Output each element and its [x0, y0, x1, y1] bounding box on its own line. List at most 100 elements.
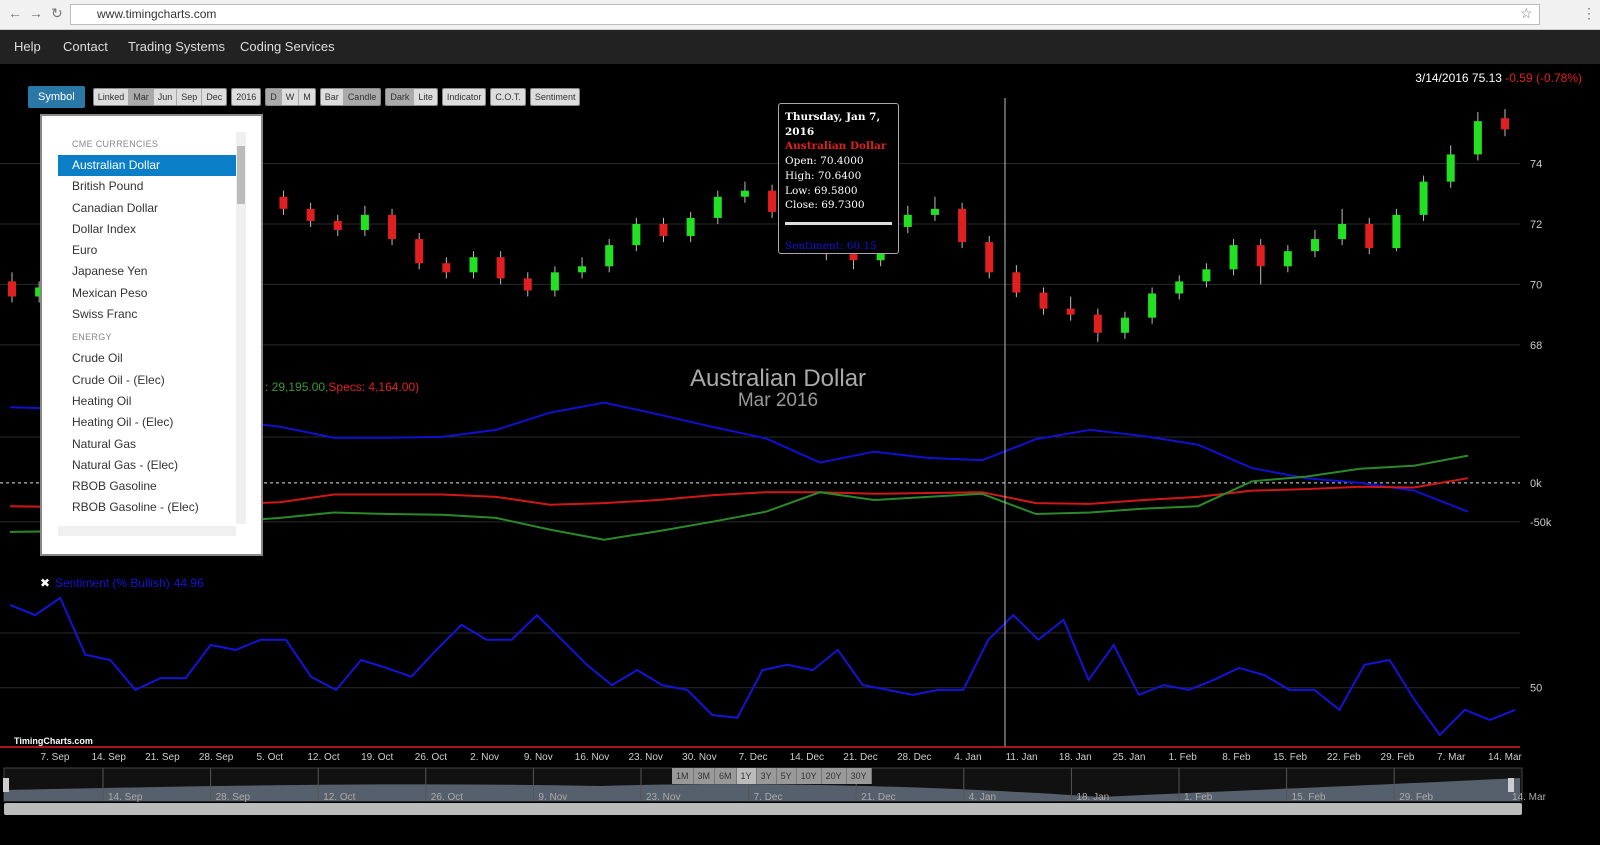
x-tick-label: 21. Dec: [843, 752, 877, 763]
symbol-item[interactable]: Japanese Yen: [72, 264, 148, 279]
candle-body: [578, 266, 587, 273]
toolbar-button[interactable]: C.O.T.: [491, 89, 525, 105]
symbol-button[interactable]: Symbol: [28, 86, 85, 108]
toolbar-button[interactable]: Indicator: [442, 89, 486, 105]
y-tick-label: 72: [1530, 219, 1542, 231]
back-button[interactable]: ←: [8, 5, 22, 21]
navigator-scrollbar[interactable]: [4, 803, 1522, 815]
candle-body: [1392, 214, 1401, 249]
candle-body: [903, 214, 912, 227]
x-tick-label: 18. Jan: [1059, 752, 1092, 763]
tooltip-line: Low: 69.5800: [785, 184, 858, 197]
range-button[interactable]: 30Y: [846, 768, 872, 784]
scrollbar[interactable]: [58, 526, 236, 536]
candle-body: [605, 245, 614, 267]
x-tick-label: 7. Sep: [41, 752, 70, 763]
toolbar-button[interactable]: D: [266, 89, 282, 105]
symbol-item[interactable]: Crude Oil: [72, 351, 123, 366]
x-tick-label: 7. Dec: [739, 752, 768, 763]
symbol-item[interactable]: Australian Dollar: [58, 155, 236, 177]
toolbar-button[interactable]: Bar: [320, 89, 344, 105]
sentiment-last: 44.96: [174, 576, 204, 590]
symbol-item[interactable]: RBOB Gasoline - (Elec): [72, 500, 199, 515]
candle-body: [930, 208, 939, 215]
candle-body: [550, 272, 559, 291]
tooltip-lines: Open: 70.4000 High: 70.6400 Low: 69.5800 Cl…: [785, 154, 892, 213]
scrollbar[interactable]: [236, 132, 246, 524]
toolbar-button[interactable]: Dark: [386, 89, 415, 105]
tooltip: Thursday, Jan 7, 2016 Australian Dollar …: [778, 103, 899, 254]
x-tick-label: 15. Feb: [1273, 752, 1307, 763]
range-button[interactable]: 20Y: [821, 768, 847, 784]
nav-link[interactable]: Coding Services: [240, 39, 335, 54]
year-select[interactable]: 2016: [232, 89, 261, 105]
navigator-label: 26. Oct: [431, 792, 463, 803]
toolbar-button[interactable]: Sep: [177, 89, 203, 105]
toolbar-button[interactable]: Dec: [202, 89, 227, 105]
browser-menu[interactable]: ⋮: [1582, 5, 1596, 21]
range-button[interactable]: 10Y: [796, 768, 822, 784]
forward-button[interactable]: →: [29, 5, 43, 21]
nav-link[interactable]: Contact: [63, 39, 108, 54]
nav-link[interactable]: Trading Systems: [128, 39, 226, 54]
toolbar-button[interactable]: Lite: [414, 89, 437, 105]
symbol-item[interactable]: Natural Gas: [72, 436, 137, 451]
button-group: Indicator: [441, 88, 487, 106]
toolbar-button[interactable]: Mar: [129, 89, 154, 105]
navigator-label: 14. Mar: [1512, 792, 1547, 803]
quote-change: -0.59 (-0.78%): [1505, 71, 1582, 85]
range-button[interactable]: 5Y: [776, 768, 797, 784]
address-bar[interactable]: www.timingcharts.com: [70, 4, 1540, 25]
range-button[interactable]: 1Y: [736, 768, 757, 784]
toolbar-button[interactable]: Candle: [343, 89, 381, 105]
symbol-item[interactable]: Dollar Index: [72, 221, 137, 236]
navigator-label: 14. Sep: [108, 792, 143, 803]
watermark-subtitle: Mar 2016: [738, 390, 818, 411]
scroll-thumb[interactable]: [237, 146, 245, 204]
toolbar-button[interactable]: M: [299, 89, 315, 105]
navigator-area: [4, 778, 1520, 801]
symbol-item[interactable]: Crude Oil - (Elec): [72, 372, 165, 387]
tooltip-line: Close: 69.7300: [785, 199, 865, 212]
symbol-item[interactable]: Heating Oil: [72, 393, 132, 408]
symbol-item[interactable]: Canadian Dollar: [72, 200, 159, 215]
x-tick-label: 29. Feb: [1381, 752, 1415, 763]
y-tick-label: 50: [1530, 683, 1542, 695]
reload-button[interactable]: ↻: [51, 5, 63, 21]
symbol-item[interactable]: Natural Gas - (Elec): [72, 457, 179, 472]
nav-link[interactable]: Help: [14, 39, 41, 54]
button-group: Linked Mar Jun Sep Dec: [92, 88, 228, 106]
navigator-label: 21. Dec: [861, 792, 895, 803]
symbol-dropdown: CME CURRENCIES Australian Dollar British P…: [40, 114, 263, 556]
range-button[interactable]: 6M: [715, 768, 737, 784]
tooltip-date: Thursday, Jan 7, 2016: [785, 111, 881, 138]
symbol-item[interactable]: Euro: [72, 243, 98, 258]
x-tick-label: 16. Nov: [575, 752, 609, 763]
symbol-item[interactable]: Mexican Peso: [72, 285, 148, 300]
browser-chrome: ← → ↻ www.timingcharts.com ☆ ⋮: [0, 0, 1600, 30]
symbol-item[interactable]: Heating Oil - (Elec): [72, 415, 174, 430]
symbol-item[interactable]: British Pound: [72, 179, 144, 194]
range-button[interactable]: 1M: [672, 768, 694, 784]
x-tick-label: 14. Sep: [91, 752, 126, 763]
toolbar-button[interactable]: Jun: [153, 89, 178, 105]
toolbar-button[interactable]: W: [281, 89, 300, 105]
candle-body: [1120, 317, 1129, 333]
toolbar-button[interactable]: Sentiment: [530, 89, 580, 105]
candle-body: [985, 242, 994, 273]
range-button[interactable]: 3M: [693, 768, 716, 784]
toolbar-button[interactable]: Linked: [93, 89, 130, 105]
x-tick-label: 30. Nov: [682, 752, 716, 763]
candle-body: [442, 263, 451, 273]
candle-body: [713, 196, 722, 218]
symbol-item[interactable]: Swiss Franc: [72, 307, 138, 322]
navigator-label: 1. Feb: [1184, 792, 1213, 803]
range-button[interactable]: 3Y: [756, 768, 777, 784]
candle-body: [1446, 154, 1455, 182]
symbol-item[interactable]: RBOB Gasoline: [72, 479, 157, 494]
y-tick-label: 68: [1530, 340, 1542, 352]
bookmark-star[interactable]: ☆: [1520, 5, 1533, 21]
